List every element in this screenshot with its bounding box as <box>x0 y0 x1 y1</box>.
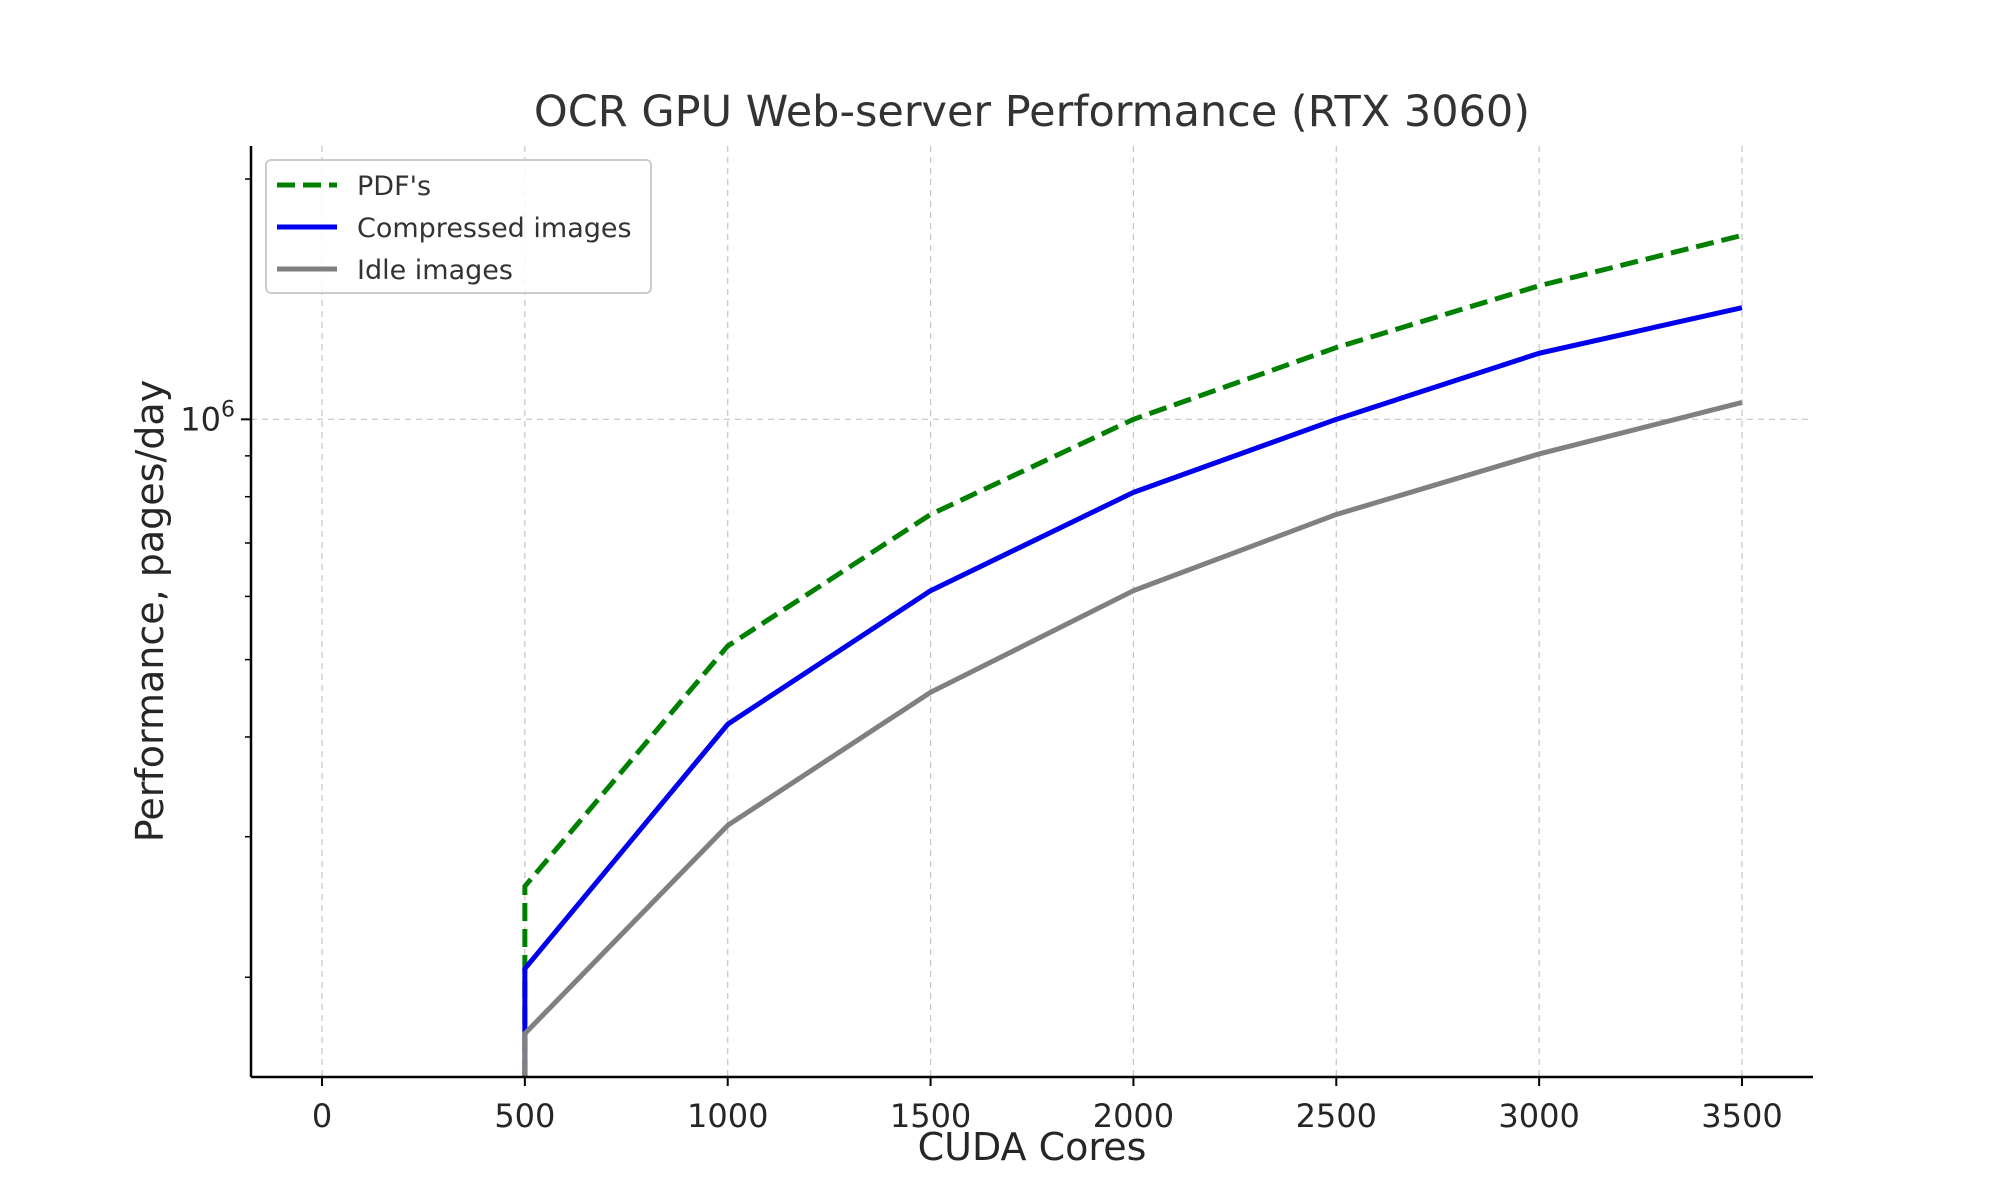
x-axis-label: CUDA Cores <box>918 1125 1147 1169</box>
legend: PDF's Compressed images Idle images <box>265 159 652 294</box>
axes <box>249 146 1813 1079</box>
chart-title: OCR GPU Web-server Performance (RTX 3060… <box>534 87 1530 137</box>
x-tick-label-6: 3000 <box>1498 1097 1579 1135</box>
x-tick-label-7: 3500 <box>1701 1097 1782 1135</box>
series-line-2 <box>522 399 1743 1077</box>
x-tick-label-2: 1000 <box>687 1097 768 1135</box>
x-tick-label-0: 0 <box>312 1097 332 1135</box>
x-tick-label-1: 500 <box>494 1097 555 1135</box>
series-lines <box>522 232 1743 1077</box>
x-tick-label-5: 2500 <box>1296 1097 1377 1135</box>
legend-label-0: PDF's <box>357 171 431 202</box>
y-axis-label: Performance, pages/day <box>128 380 172 842</box>
legend-label-2: Idle images <box>357 255 513 286</box>
y-axis-ticks: 106 <box>180 178 251 979</box>
legend-box <box>265 159 652 294</box>
y-tick-label-0: 106 <box>180 397 235 438</box>
x-axis-ticks: 0 500 1000 1500 2000 2500 3000 3500 <box>312 1077 1783 1135</box>
x-tick-label-3: 1500 <box>890 1097 971 1135</box>
series-line-1 <box>522 305 1743 1077</box>
x-tick-label-4: 2000 <box>1093 1097 1174 1135</box>
series-line-0 <box>522 232 1743 1077</box>
legend-label-1: Compressed images <box>357 213 632 244</box>
grid <box>251 146 1813 1077</box>
